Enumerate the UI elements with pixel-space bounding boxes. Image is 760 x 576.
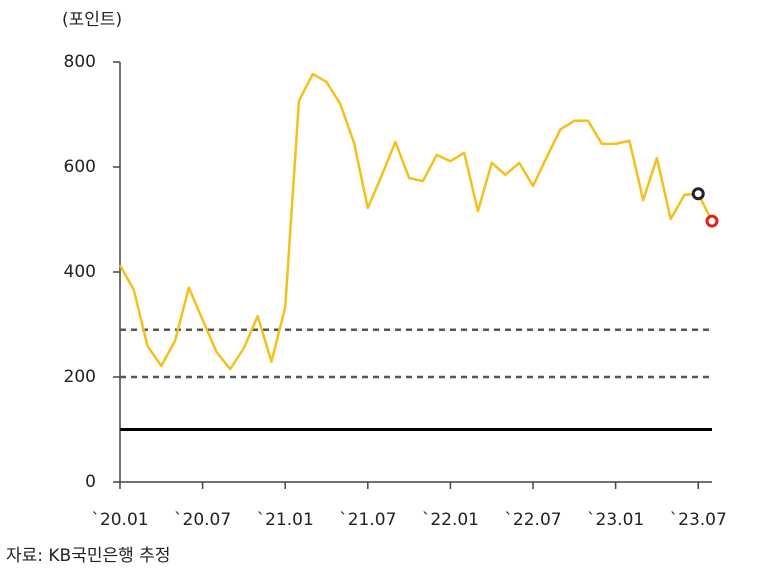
point-marker [691,187,705,201]
data-line [118,72,714,371]
x-tick-label: `22.07 [504,510,561,530]
y-tick-label: 800 [64,52,96,72]
x-tick-label: `23.07 [670,510,727,530]
y-tick-label: 400 [64,262,96,282]
x-tick-label: `22.01 [422,510,479,530]
point-marker [705,214,719,228]
x-tick-label: `21.07 [339,510,396,530]
y-axis-unit: (포인트) [62,10,122,30]
x-tick-label: `23.01 [587,510,644,530]
x-tick-label: `20.01 [91,510,148,530]
y-tick-label: 600 [64,157,96,177]
x-tick-label: `20.07 [174,510,231,530]
source-note: 자료: KB국민은행 추정 [6,546,170,566]
x-tick-label: `21.01 [257,510,314,530]
y-tick-label: 0 [85,472,96,492]
y-tick-label: 200 [64,367,96,387]
